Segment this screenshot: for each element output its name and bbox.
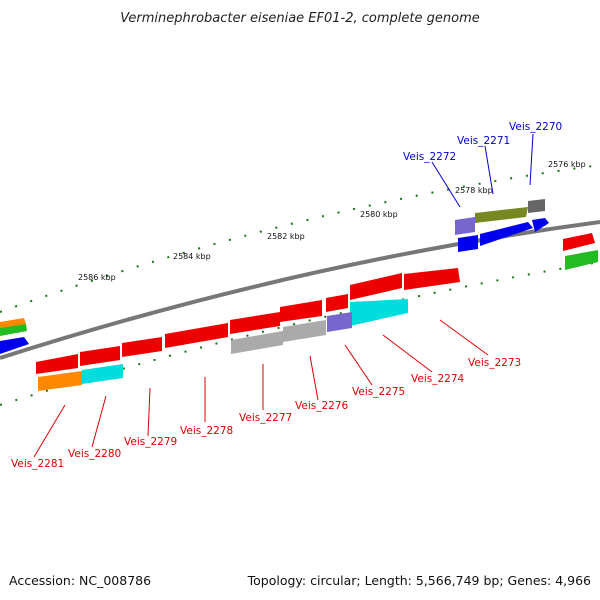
kbp-label: 2586 kbp — [78, 273, 116, 282]
genome-backbone — [0, 220, 600, 360]
gene-arrow — [280, 300, 322, 322]
gene-label: Veis_2278 — [180, 425, 233, 437]
map-title: Verminephrobacter eiseniae EF01-2, compl… — [120, 11, 479, 26]
gene-label: Veis_2281 — [11, 458, 64, 470]
gene-label: Veis_2279 — [124, 436, 177, 448]
gene-arrow — [0, 337, 29, 354]
gene-label: Veis_2276 — [295, 400, 349, 412]
gene-arrow — [563, 233, 595, 251]
gene-arrow — [36, 354, 78, 374]
gene-arrow — [404, 268, 460, 290]
gene-label: Veis_2270 — [509, 121, 562, 133]
gene-arrow — [350, 273, 402, 300]
gene-arrow — [326, 294, 348, 312]
gene-arrow — [475, 207, 528, 223]
gene-arrow — [528, 199, 545, 213]
gene-arrow — [230, 312, 280, 334]
leader-lines — [33, 133, 534, 458]
gene-arrow — [327, 312, 352, 332]
kbp-label: 2584 kbp — [173, 252, 211, 261]
gene-arrow — [458, 235, 478, 252]
gene-arrow — [565, 250, 598, 270]
gene-arrow — [480, 222, 533, 246]
gene-arrow — [455, 217, 475, 235]
kbp-label: 2582 kbp — [267, 232, 305, 241]
kbp-labels: 2576 kbp 2578 kbp 2580 kbp 2582 kbp 2584… — [78, 160, 586, 282]
gene-arrow — [283, 320, 326, 342]
gene-label: Veis_2275 — [352, 386, 405, 398]
gene-arrow — [0, 324, 27, 336]
gene-arrow — [231, 331, 283, 354]
gene-label: Veis_2274 — [411, 373, 465, 385]
gene-arrow — [350, 299, 408, 326]
reverse-strand-genes — [36, 268, 460, 391]
gene-labels: Veis_2270 Veis_2271 Veis_2272 Veis_2273 … — [11, 121, 562, 470]
gene-label: Veis_2272 — [403, 151, 456, 163]
gene-arrow — [38, 371, 82, 391]
kbp-label: 2578 kbp — [455, 186, 493, 195]
gene-label: Veis_2280 — [68, 448, 121, 460]
gene-label: Veis_2271 — [457, 135, 510, 147]
kbp-label: 2576 kbp — [548, 160, 586, 169]
gene-label: Veis_2277 — [239, 412, 292, 424]
accession-text: Accession: NC_008786 — [9, 573, 151, 588]
kbp-label: 2580 kbp — [360, 210, 398, 219]
genome-summary-text: Topology: circular; Length: 5,566,749 bp… — [247, 573, 591, 588]
gene-arrow — [82, 364, 123, 384]
forward-strand-genes — [0, 199, 598, 354]
gene-arrow — [532, 218, 549, 232]
gene-arrow — [80, 346, 120, 366]
gene-label: Veis_2273 — [468, 357, 521, 369]
gene-arrow — [165, 323, 228, 348]
gene-arrow — [122, 337, 162, 357]
